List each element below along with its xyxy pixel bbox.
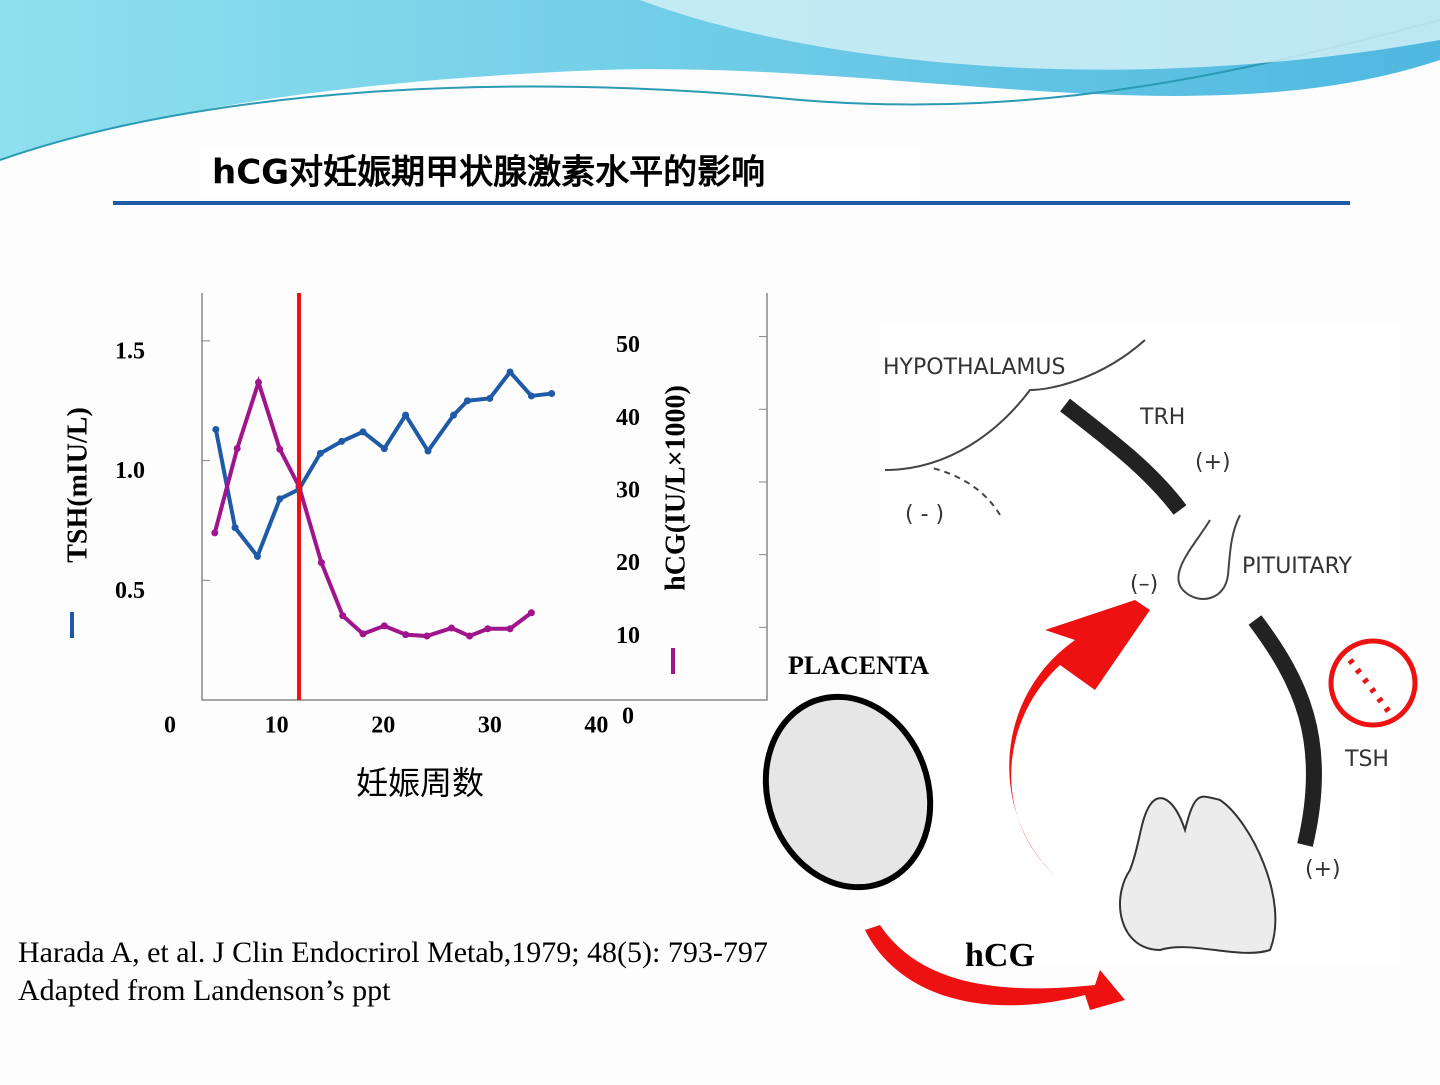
y2-tick-label: 10 [616,623,640,649]
reference: Adapted from Landenson’s ppt [18,974,391,1007]
point [527,392,535,400]
diagram-label: PITUITARY [1242,554,1352,579]
diagram-label: TRH [1139,405,1185,430]
point [527,609,535,617]
diagram: HYPOTHALAMUS TRH (+) ( - ) (–) PITUITARY… [762,325,1418,1010]
point [211,529,219,537]
y2-tick-label: 50 [616,332,640,358]
point [402,411,410,419]
pituitary-shape [1177,514,1241,600]
point [359,630,367,638]
point [317,559,325,567]
diagram-label: HYPOTHALAMUS [883,355,1065,380]
hcg-arrow [1009,600,1150,880]
point [380,622,388,630]
y-tick-label: 1.0 [115,458,145,484]
tsh-arrow [1248,615,1323,847]
point [423,632,431,640]
point [506,368,514,376]
hypothalamus-shape [884,339,1146,471]
x-tick-label: 20 [371,713,395,739]
point [424,447,432,455]
point [450,411,458,419]
point [253,552,261,560]
point [212,425,220,433]
reference: Harada A, et al. J Clin Endocrirol Metab… [18,936,768,969]
title-bg [200,148,920,198]
diagram-label: TSH [1344,747,1389,772]
point [380,445,388,453]
y2-axis-label: hCG(IU/L×1000) [660,385,691,591]
point [316,449,324,457]
placenta [762,693,934,891]
tsh-dots [1347,658,1398,722]
diagram-label: (+) [1305,857,1341,882]
diagram-label: (+) [1195,450,1231,475]
point [463,397,471,405]
x-tick-label: 10 [265,713,289,739]
point [484,625,492,633]
tsh-circle [1328,638,1418,728]
y-tick-label: 0.5 [115,578,145,604]
point [255,378,262,386]
point [466,632,474,640]
trh-arrow [1060,398,1187,515]
y2-tick-label: 0 [622,704,634,730]
point [359,428,367,436]
y2-tick-label: 20 [616,550,640,576]
x-tick-label: 30 [478,713,502,739]
point [506,625,514,633]
axis [201,293,768,701]
thyroid [1119,795,1277,954]
point [548,390,556,398]
diagram-label: (–) [1130,572,1158,597]
diagram-label: hCG [965,937,1035,974]
y-tick-label: 1.5 [115,338,145,364]
title: hCG对妊娠期甲状腺激素水平的影响 [212,153,765,193]
point [338,437,346,445]
point [339,612,347,620]
diagram-label: PLACENTA [788,651,929,680]
y-axis-label: TSH(mIU/L) [62,407,93,563]
point [233,445,241,453]
line [212,375,533,639]
point [276,445,284,453]
header-line [0,19,1440,161]
chart: 0 10 20 30 40 0.5 1.0 1.5 0 10 20 30 40 50 妊娠周数 TSH(mIU… [62,293,768,802]
point [231,524,239,532]
point [402,631,410,639]
header-wave [640,0,1440,70]
y2-tick-label: 30 [616,477,640,503]
diagram-label: ( - ) [905,502,944,527]
point [486,394,494,402]
y2-tick-label: 40 [616,405,640,431]
hcg-arrow [865,925,1125,1010]
point [276,495,284,503]
x-tick-label: 0 [164,713,176,739]
x-axis-label: 妊娠周数 [356,764,484,802]
line [213,368,552,561]
title-rule [113,201,1350,205]
point [447,624,455,632]
x-tick-label: 40 [584,713,608,739]
